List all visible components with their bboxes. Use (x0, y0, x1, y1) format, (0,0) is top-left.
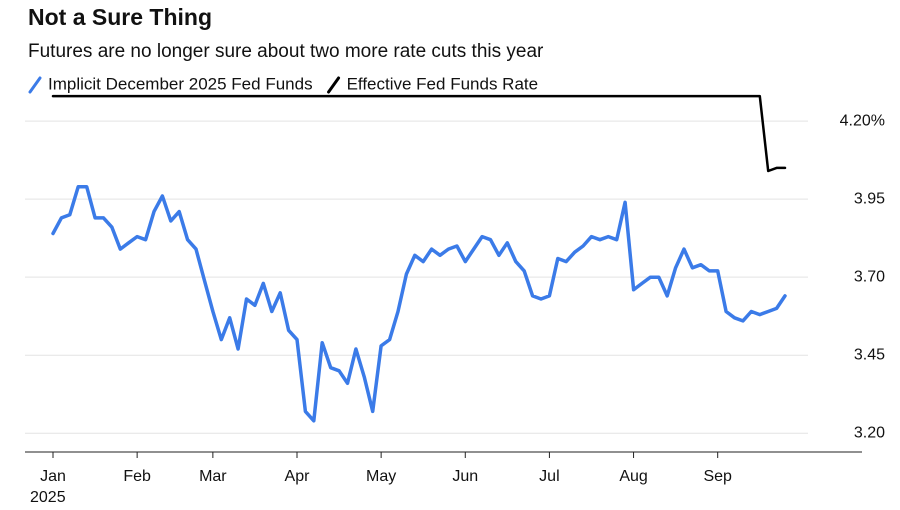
y-tick-label: 3.95 (854, 190, 885, 207)
x-tick-label: Jan (40, 468, 66, 485)
legend-swatch (327, 76, 341, 94)
y-tick-label: 4.20% (840, 112, 885, 129)
x-tick-label: Feb (123, 468, 151, 485)
y-tick-label: 3.20 (854, 424, 885, 441)
x-tick-label: Jul (539, 468, 559, 485)
y-tick-label: 3.45 (854, 346, 885, 363)
x-tick-label: May (366, 468, 396, 485)
legend-label: Implicit December 2025 Fed Funds (48, 74, 313, 93)
x-tick-label: Sep (703, 468, 732, 485)
year-label: 2025 (30, 489, 66, 506)
x-tick-label: Jun (452, 468, 478, 485)
x-tick-label: Apr (285, 468, 311, 485)
legend-swatch (28, 76, 42, 94)
y-tick-label: 3.70 (854, 268, 885, 285)
chart-subtitle: Futures are no longer sure about two mor… (28, 41, 544, 62)
series-line (51, 184, 787, 423)
series-line (51, 94, 787, 173)
x-tick-label: Mar (199, 468, 227, 485)
legend-label: Effective Fed Funds Rate (347, 74, 539, 93)
chart-title: Not a Sure Thing (28, 4, 212, 30)
x-tick-label: Aug (619, 468, 647, 485)
